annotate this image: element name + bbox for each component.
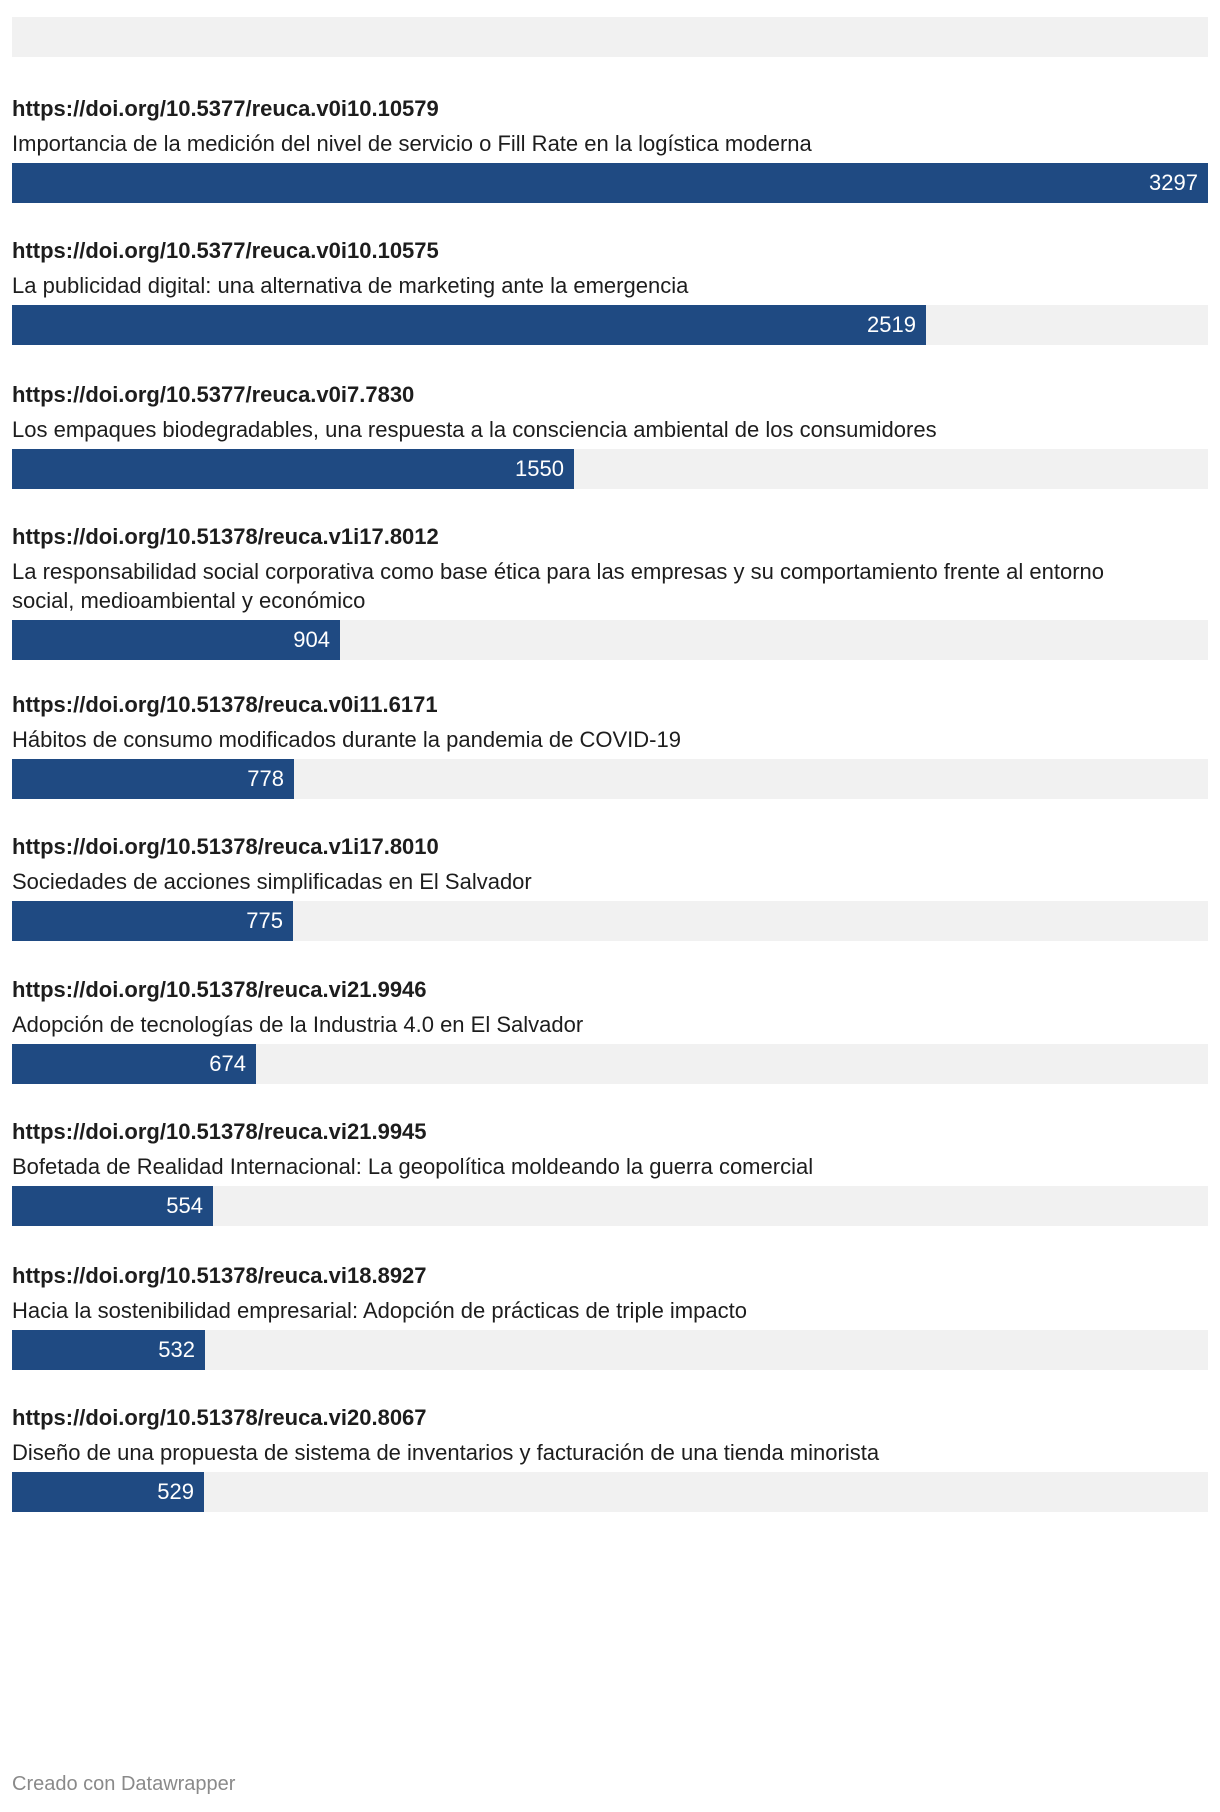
bar xyxy=(12,305,926,345)
bar xyxy=(12,759,294,799)
doi-link[interactable]: https://doi.org/10.51378/reuca.vi20.8067 xyxy=(12,1405,427,1430)
bar xyxy=(12,1186,213,1226)
bar-track: 1550 xyxy=(12,449,1208,489)
bar-row: https://doi.org/10.5377/reuca.v0i10.1057… xyxy=(12,95,1208,203)
bar-value-label: 3297 xyxy=(1149,170,1198,195)
article-title: Sociedades de acciones simplificadas en … xyxy=(12,869,532,894)
bar-track: 554 xyxy=(12,1186,1208,1226)
bar xyxy=(12,163,1208,203)
bar-row: https://doi.org/10.5377/reuca.v0i10.1057… xyxy=(12,237,1208,345)
doi-link[interactable]: https://doi.org/10.51378/reuca.vi21.9946 xyxy=(12,977,427,1002)
bar-row: https://doi.org/10.51378/reuca.vi20.8067… xyxy=(12,1404,1208,1512)
article-title: Bofetada de Realidad Internacional: La g… xyxy=(12,1154,814,1179)
top-empty-bar xyxy=(12,17,1208,57)
bar-value-label: 1550 xyxy=(515,456,564,481)
doi-link[interactable]: https://doi.org/10.51378/reuca.v1i17.801… xyxy=(12,524,439,549)
doi-link[interactable]: https://doi.org/10.5377/reuca.v0i10.1057… xyxy=(12,238,439,263)
doi-link[interactable]: https://doi.org/10.51378/reuca.vi18.8927 xyxy=(12,1263,427,1288)
bar-row: https://doi.org/10.51378/reuca.vi21.9946… xyxy=(12,976,1208,1084)
bar xyxy=(12,620,340,660)
article-title: Diseño de una propuesta de sistema de in… xyxy=(12,1440,880,1465)
article-title: Hacia la sostenibilidad empresarial: Ado… xyxy=(12,1298,747,1323)
bar xyxy=(12,901,293,941)
article-title: Importancia de la medición del nivel de … xyxy=(12,131,812,156)
bar-track: 532 xyxy=(12,1330,1208,1370)
article-title: La responsabilidad social corporativa co… xyxy=(12,559,1105,613)
bar-track: 904 xyxy=(12,620,1208,660)
article-title: La publicidad digital: una alternativa d… xyxy=(12,273,689,298)
bar-value-label: 532 xyxy=(158,1337,195,1362)
footer-credit[interactable]: Creado con Datawrapper xyxy=(12,1773,236,1795)
bar-track: 3297 xyxy=(12,163,1208,203)
bar-row: https://doi.org/10.51378/reuca.v1i17.801… xyxy=(12,833,1208,941)
doi-link[interactable]: https://doi.org/10.5377/reuca.v0i7.7830 xyxy=(12,382,415,407)
doi-link[interactable]: https://doi.org/10.5377/reuca.v0i10.1057… xyxy=(12,96,439,121)
bar-track: 674 xyxy=(12,1044,1208,1084)
article-title: Hábitos de consumo modificados durante l… xyxy=(12,727,681,752)
bar-value-label: 529 xyxy=(157,1479,194,1504)
bar-value-label: 2519 xyxy=(867,312,916,337)
bar-track: 778 xyxy=(12,759,1208,799)
bar-row: https://doi.org/10.51378/reuca.v0i11.617… xyxy=(12,691,1208,799)
article-title: Los empaques biodegradables, una respues… xyxy=(12,417,937,442)
doi-link[interactable]: https://doi.org/10.51378/reuca.v0i11.617… xyxy=(12,692,438,717)
bar-value-label: 775 xyxy=(246,908,283,933)
bar xyxy=(12,449,574,489)
bar-value-label: 674 xyxy=(209,1051,246,1076)
bar-row: https://doi.org/10.51378/reuca.vi18.8927… xyxy=(12,1262,1208,1370)
bar-value-label: 904 xyxy=(293,627,330,652)
bar-row: https://doi.org/10.5377/reuca.v0i7.7830 L… xyxy=(12,381,1208,489)
bar-track: 2519 xyxy=(12,305,1208,345)
bar-value-label: 778 xyxy=(247,766,284,791)
doi-link[interactable]: https://doi.org/10.51378/reuca.v1i17.801… xyxy=(12,834,439,859)
bar xyxy=(12,1330,205,1370)
bar-track: 775 xyxy=(12,901,1208,941)
bar-value-label: 554 xyxy=(166,1193,203,1218)
bar-row: https://doi.org/10.51378/reuca.vi21.9945… xyxy=(12,1118,1208,1226)
doi-link[interactable]: https://doi.org/10.51378/reuca.vi21.9945 xyxy=(12,1119,427,1144)
bar xyxy=(12,1044,256,1084)
bar-row: https://doi.org/10.51378/reuca.v1i17.801… xyxy=(12,523,1208,660)
article-title: Adopción de tecnologías de la Industria … xyxy=(12,1012,584,1037)
bar-track: 529 xyxy=(12,1472,1208,1512)
bar xyxy=(12,1472,204,1512)
